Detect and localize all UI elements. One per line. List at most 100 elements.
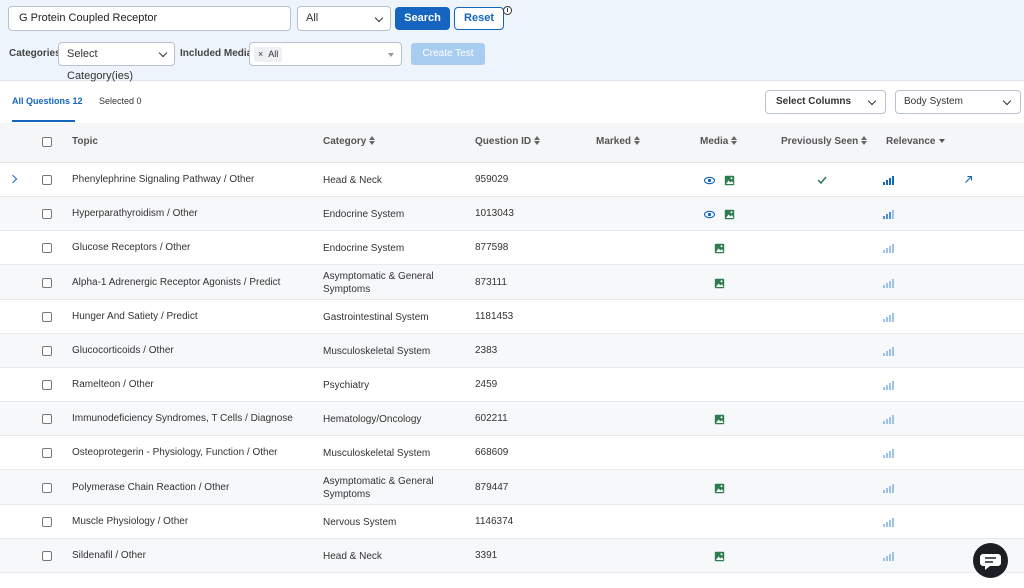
row-checkbox[interactable] [42,414,52,424]
relevance-bar [886,419,888,424]
table-row[interactable]: Hyperparathyroidism / Other Endocrine Sys… [0,197,1024,231]
table-row[interactable]: Ramelteon / Other Psychiatry 2459 [0,368,1024,402]
included-media-select[interactable]: × All [249,42,402,66]
tab-all-questions[interactable]: All Questions 12 [12,96,83,106]
eye-icon[interactable] [704,175,715,186]
table-row[interactable]: Glucocorticoids / Other Musculoskeletal S… [0,334,1024,368]
column-relevance-label: Relevance [886,136,936,147]
relevance-bar [892,278,894,288]
row-checkbox[interactable] [42,517,52,527]
chevron-down-icon [1002,96,1012,106]
group-by-dropdown[interactable]: Body System [895,90,1021,114]
image-icon[interactable] [724,209,735,220]
row-checkbox[interactable] [42,448,52,458]
relevance-bar [892,347,894,356]
row-checkbox[interactable] [42,209,52,219]
row-checkbox[interactable] [42,551,52,561]
question-id-cell: 602211 [475,413,508,424]
info-icon[interactable]: i [503,6,512,15]
category-cell: Nervous System [323,517,397,528]
row-checkbox[interactable] [42,277,52,288]
table-row[interactable]: Sildenafil / Other Head & Neck 3391 [0,539,1024,573]
topic-cell[interactable]: Immunodeficiency Syndromes, T Cells / Di… [72,413,293,424]
category-cell: Endocrine System [323,209,405,220]
relevance-bar [889,383,891,390]
image-icon[interactable] [714,483,725,494]
remove-tag-icon[interactable]: × [258,49,264,59]
relevance-bar [883,387,885,390]
relevance-bar [889,417,891,424]
table-row[interactable]: Polymerase Chain Reaction / Other Asympto… [0,470,1024,505]
row-checkbox[interactable] [42,346,52,356]
expand-row-icon[interactable] [8,174,18,184]
image-icon[interactable] [724,175,735,186]
topic-cell[interactable]: Glucocorticoids / Other [72,345,174,356]
category-cell: Hematology/Oncology [323,414,422,425]
topic-cell[interactable]: Alpha-1 Adrenergic Receptor Agonists / P… [72,276,281,288]
search-input[interactable]: G Protein Coupled Receptor [8,6,291,31]
categories-select[interactable]: Select Category(ies) [58,42,175,82]
column-marked[interactable]: Marked [596,136,641,147]
topic-cell[interactable]: Hyperparathyroidism / Other [72,208,198,219]
column-category-label: Category [323,136,367,147]
reset-button[interactable]: Reset [454,7,504,30]
topic-cell[interactable]: Hunger And Satiety / Predict [72,311,198,322]
column-media[interactable]: Media [700,136,738,147]
relevance-signal-icon [883,380,895,390]
chat-button[interactable] [973,543,1008,578]
column-question-id[interactable]: Question ID [475,136,541,147]
image-icon[interactable] [714,551,725,562]
active-tab-indicator [12,120,75,122]
question-id-cell: 877598 [475,242,509,253]
relevance-bar [889,520,891,527]
chevron-down-icon [374,13,384,23]
row-checkbox[interactable] [42,175,52,185]
topic-cell[interactable]: Sildenafil / Other [72,550,146,561]
relevance-bar [889,349,891,356]
open-question-icon[interactable] [964,175,973,184]
eye-icon[interactable] [704,209,715,220]
topic-cell[interactable]: Muscle Physiology / Other [72,516,189,527]
table-row[interactable]: Glucose Receptors / Other Endocrine Syste… [0,231,1024,265]
search-scope-select[interactable]: All [297,6,391,31]
relevance-bar [886,317,888,322]
category-cell: Musculoskeletal System [323,448,431,459]
topic-cell[interactable]: Phenylephrine Signaling Pathway / Other [72,174,255,185]
relevance-bar [889,246,891,253]
table-row[interactable]: Hunger And Satiety / Predict Gastrointest… [0,300,1024,334]
tab-selected[interactable]: Selected 0 [99,96,142,106]
topic-cell[interactable]: Glucose Receptors / Other [72,242,191,253]
column-category[interactable]: Category [323,136,376,147]
topic-cell[interactable]: Polymerase Chain Reaction / Other [72,481,230,493]
row-checkbox[interactable] [42,380,52,390]
row-checkbox[interactable] [42,243,52,253]
table-row[interactable]: Phenylephrine Signaling Pathway / Other H… [0,163,1024,197]
question-id-cell: 879447 [475,481,509,493]
select-columns-dropdown[interactable]: Select Columns [765,90,886,114]
select-all-checkbox[interactable] [42,137,52,147]
sort-descending-icon [939,139,946,144]
relevance-signal-icon [883,346,895,356]
relevance-bar [889,178,891,185]
category-cell: Endocrine System [323,243,405,254]
table-row[interactable]: Immunodeficiency Syndromes, T Cells / Di… [0,402,1024,436]
column-relevance[interactable]: Relevance [886,136,946,147]
column-previously-seen[interactable]: Previously Seen [781,136,868,147]
image-icon[interactable] [714,278,725,289]
row-checkbox[interactable] [42,482,52,493]
table-row[interactable]: Muscle Physiology / Other Nervous System 1… [0,505,1024,539]
row-checkbox[interactable] [42,312,52,322]
image-icon[interactable] [714,414,725,425]
sort-icon [534,136,541,146]
topic-cell[interactable]: Osteoprotegerin - Physiology, Function /… [72,447,278,458]
table-row[interactable]: Alpha-1 Adrenergic Receptor Agonists / P… [0,265,1024,300]
search-button[interactable]: Search [395,7,450,30]
question-id-cell: 3391 [475,550,498,561]
image-icon[interactable] [714,243,725,254]
search-panel: G Protein Coupled Receptor All Search Re… [0,0,1024,82]
topic-cell[interactable]: Ramelteon / Other [72,379,154,390]
table-row[interactable]: Osteoprotegerin - Physiology, Function /… [0,436,1024,470]
relevance-bar [892,176,894,185]
relevance-bar [883,250,885,253]
create-test-button[interactable]: Create Test [411,43,485,65]
